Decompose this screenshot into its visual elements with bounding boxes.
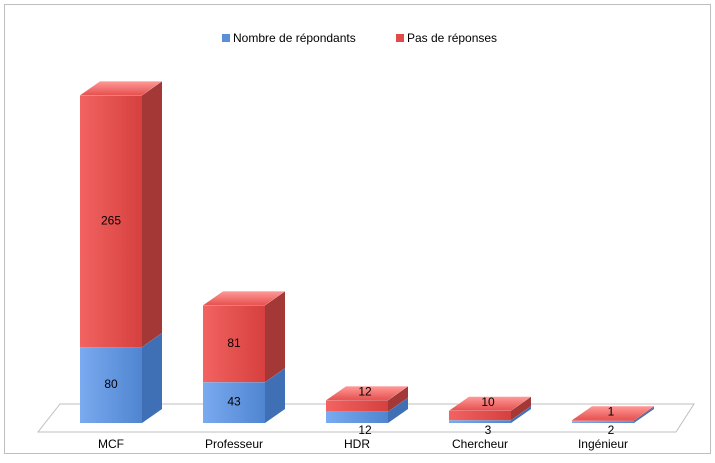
bar bbox=[203, 305, 265, 383]
bar bbox=[449, 410, 511, 421]
data-label: 2 bbox=[608, 423, 615, 437]
bar-side bbox=[142, 333, 162, 423]
bar bbox=[572, 421, 634, 423]
data-label: 12 bbox=[358, 384, 372, 398]
bar-side bbox=[265, 368, 285, 423]
x-tick-label: Ingénieur bbox=[578, 437, 628, 451]
bar bbox=[449, 420, 511, 423]
legend-swatch bbox=[396, 34, 404, 42]
bar-side bbox=[388, 386, 408, 412]
bar-side bbox=[634, 407, 654, 423]
data-label: 12 bbox=[358, 423, 372, 437]
data-label: 80 bbox=[104, 377, 118, 391]
bar-top bbox=[79, 81, 163, 96]
data-label: 43 bbox=[227, 395, 241, 409]
bar-side bbox=[511, 406, 531, 423]
data-label: 81 bbox=[227, 336, 241, 350]
x-tick-label: MCF bbox=[98, 437, 124, 451]
data-label: 10 bbox=[481, 395, 495, 409]
bar-top bbox=[448, 396, 532, 411]
bar bbox=[326, 400, 388, 412]
bar-side bbox=[634, 406, 654, 422]
bar bbox=[572, 420, 634, 422]
legend-swatch bbox=[222, 34, 230, 42]
data-label: 265 bbox=[101, 213, 121, 227]
bar bbox=[203, 382, 265, 423]
x-tick-label: HDR bbox=[344, 437, 370, 451]
legend-label: Nombre de répondants bbox=[233, 31, 356, 45]
bar-side bbox=[388, 397, 408, 423]
data-label: 1 bbox=[608, 404, 615, 418]
bar-top bbox=[325, 385, 409, 401]
legend-label: Pas de réponses bbox=[407, 31, 497, 45]
bar bbox=[80, 347, 142, 423]
bar-side bbox=[511, 396, 531, 421]
x-tick-label: Chercheur bbox=[452, 437, 508, 451]
bar bbox=[80, 95, 142, 347]
bar-side bbox=[142, 81, 162, 347]
bar-side bbox=[265, 291, 285, 383]
bar-top bbox=[571, 405, 655, 421]
bar-top bbox=[202, 290, 286, 306]
data-label: 3 bbox=[485, 423, 492, 437]
bar bbox=[326, 411, 388, 423]
x-tick-label: Professeur bbox=[205, 437, 263, 451]
